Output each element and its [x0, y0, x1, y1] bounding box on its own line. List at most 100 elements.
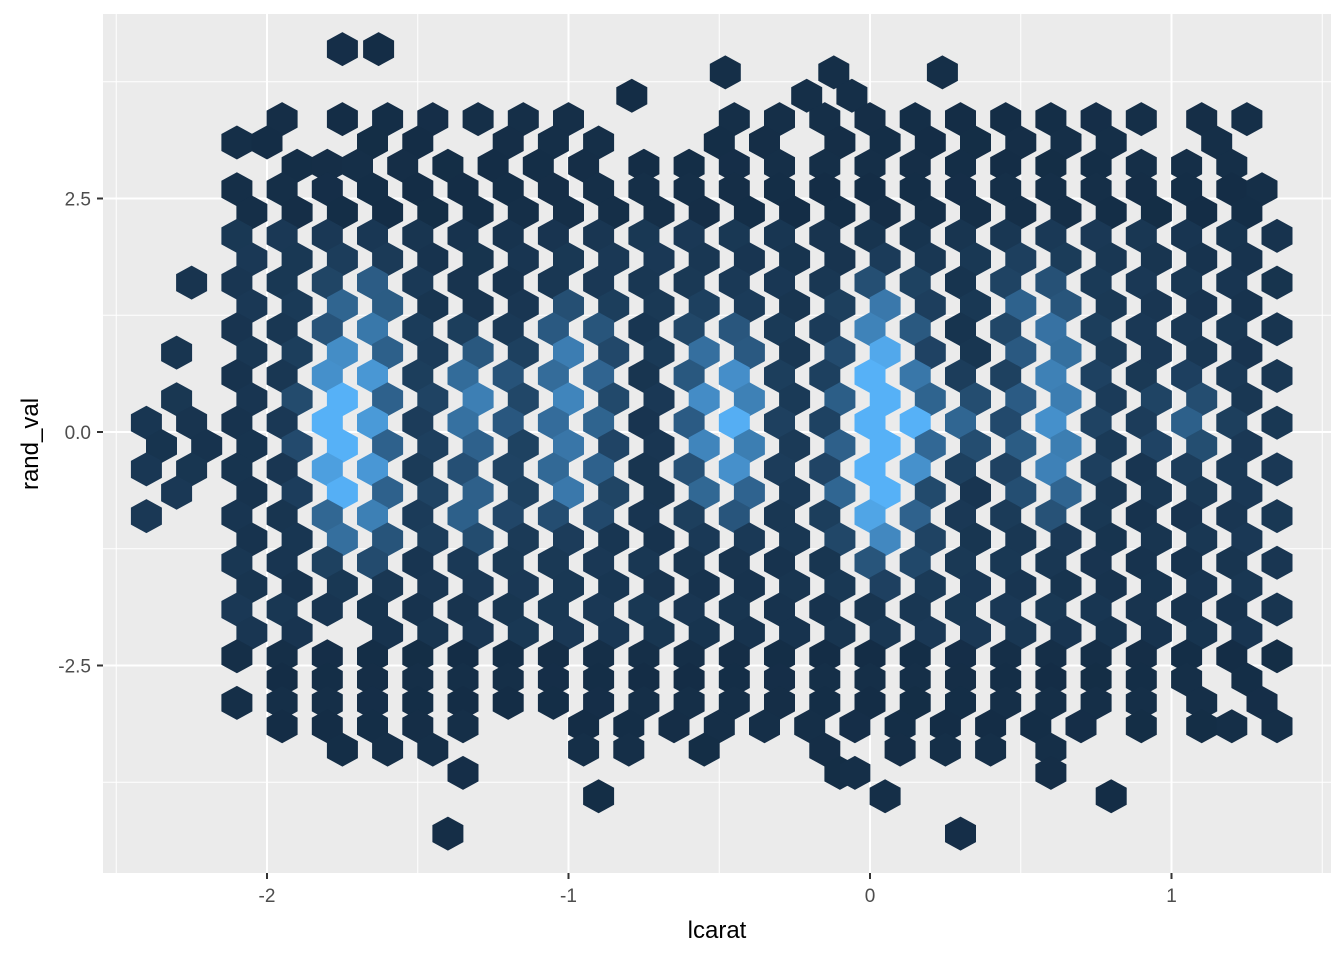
hex-bin — [1005, 429, 1037, 463]
hex-bin — [1171, 359, 1203, 393]
hex-bin — [1080, 172, 1112, 207]
hex-bin — [839, 755, 871, 790]
hex-bin — [1186, 288, 1218, 323]
hex-bin — [1140, 569, 1172, 604]
hex-bin — [1080, 265, 1112, 300]
hex-bin — [1125, 685, 1157, 720]
hex-bin — [764, 662, 795, 697]
hex-bin — [553, 429, 584, 463]
hex-bin — [718, 172, 750, 207]
hex-bin — [945, 592, 976, 627]
hex-bin — [537, 405, 569, 440]
hex-bin — [537, 545, 569, 580]
hex-bin — [553, 335, 584, 370]
hex-bin — [583, 685, 615, 720]
hex-bin — [1216, 359, 1248, 393]
hex-bin — [372, 522, 404, 557]
hex-bin — [869, 195, 901, 230]
hex-bin — [1125, 218, 1157, 253]
hex-bin — [357, 452, 388, 487]
hex-bin — [372, 195, 404, 230]
hex-bin — [402, 265, 434, 300]
hex-bin — [1050, 195, 1082, 230]
hex-bin — [402, 545, 434, 580]
hex-bin — [266, 452, 298, 487]
hex-bin — [311, 709, 343, 744]
hex-bin — [990, 592, 1022, 627]
hex-bin — [161, 382, 193, 417]
hex-bin — [809, 218, 841, 253]
hex-bin — [1095, 429, 1127, 463]
hex-bin — [492, 452, 524, 487]
hex-bin — [1095, 242, 1127, 277]
hex-bin — [1140, 522, 1172, 557]
hex-bin — [357, 639, 388, 674]
hex-bin — [553, 475, 584, 510]
hex-bin — [553, 569, 584, 604]
hex-bin — [553, 382, 584, 417]
hex-bin — [1261, 639, 1293, 674]
hex-bin — [311, 148, 343, 183]
hex-bin — [1125, 148, 1157, 183]
hex-bin — [507, 382, 539, 417]
hex-bin — [492, 218, 524, 253]
hex-bin — [884, 709, 916, 744]
hex-bin — [990, 359, 1022, 393]
hex-bin — [899, 452, 931, 487]
hex-bin — [130, 452, 162, 487]
hex-bin — [990, 148, 1022, 183]
hex-bin — [326, 335, 358, 370]
hex-bin — [688, 195, 720, 230]
hex-bin — [266, 592, 298, 627]
hex-bin — [507, 522, 539, 557]
hex-bin — [1095, 335, 1127, 370]
hex-bin — [1095, 615, 1127, 650]
hex-bin — [779, 382, 811, 417]
hex-bin — [372, 429, 404, 463]
hex-bin — [914, 335, 946, 370]
hex-bin — [764, 359, 795, 393]
hex-bin — [583, 265, 615, 300]
hex-bin — [492, 265, 524, 300]
hex-bin — [251, 125, 283, 160]
hex-bin — [492, 685, 524, 720]
hex-bin — [447, 685, 479, 720]
hex-bin — [326, 242, 358, 277]
hex-bin — [507, 335, 539, 370]
hex-bin — [266, 405, 298, 440]
hex-bin — [553, 195, 584, 230]
hex-bin — [583, 218, 615, 253]
hex-bin — [1080, 405, 1112, 440]
hex-bin — [1140, 195, 1172, 230]
hex-bin — [1005, 615, 1037, 650]
hex-bin — [854, 592, 886, 627]
hex-bin — [809, 102, 841, 137]
hex-bin — [1080, 102, 1112, 137]
hex-bin — [1035, 755, 1067, 790]
hex-bin — [1125, 592, 1157, 627]
hex-bin — [1050, 615, 1082, 650]
hex-bin — [1261, 499, 1293, 534]
hex-bin — [718, 662, 750, 697]
hex-bin — [492, 172, 524, 207]
hex-bin — [673, 312, 705, 347]
hex-bin — [945, 545, 976, 580]
hex-bin — [357, 662, 388, 697]
hex-bin — [1186, 382, 1218, 417]
hex-bin — [809, 685, 841, 720]
hex-bin — [809, 499, 841, 534]
hex-bin — [824, 475, 856, 510]
hex-bin — [1216, 405, 1248, 440]
hex-bin — [311, 405, 343, 440]
hex-bin — [628, 405, 660, 440]
hex-bin — [1035, 148, 1067, 183]
hex-bin — [553, 102, 584, 137]
hex-bin — [869, 288, 901, 323]
hex-bin — [1231, 522, 1263, 557]
hex-bin — [447, 312, 479, 347]
hex-bin — [990, 499, 1022, 534]
hex-bin — [899, 359, 931, 393]
hex-bin — [1125, 102, 1157, 137]
hex-bin — [709, 55, 741, 90]
hex-bin — [818, 55, 850, 90]
